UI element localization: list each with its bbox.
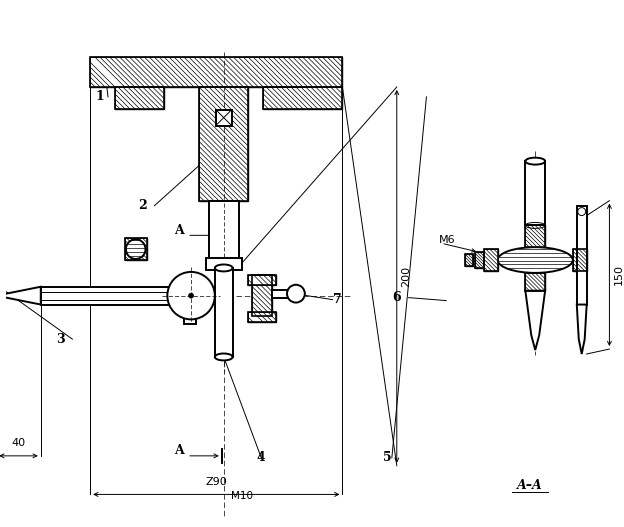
- Text: 5: 5: [383, 451, 391, 464]
- Polygon shape: [573, 249, 587, 271]
- PathPatch shape: [475, 252, 484, 268]
- Bar: [209, 201, 238, 260]
- Bar: [41, 287, 204, 305]
- Bar: [115, 87, 164, 109]
- PathPatch shape: [525, 273, 545, 291]
- PathPatch shape: [248, 313, 276, 323]
- Polygon shape: [484, 249, 498, 271]
- Bar: [577, 206, 587, 305]
- Circle shape: [287, 285, 305, 302]
- Bar: [525, 226, 545, 247]
- Ellipse shape: [525, 158, 545, 164]
- Text: 200: 200: [401, 266, 411, 287]
- Polygon shape: [525, 291, 545, 350]
- Bar: [475, 252, 484, 268]
- Text: 40: 40: [11, 438, 26, 448]
- PathPatch shape: [525, 226, 545, 247]
- Bar: [263, 87, 343, 109]
- Ellipse shape: [498, 247, 573, 273]
- Polygon shape: [0, 287, 41, 305]
- Bar: [525, 273, 545, 291]
- Bar: [525, 161, 545, 226]
- Text: 150: 150: [613, 265, 623, 286]
- Bar: [199, 87, 248, 201]
- Polygon shape: [248, 313, 276, 323]
- Polygon shape: [475, 252, 484, 268]
- Polygon shape: [125, 238, 147, 260]
- Bar: [484, 249, 498, 271]
- Bar: [216, 110, 232, 125]
- PathPatch shape: [484, 249, 498, 271]
- PathPatch shape: [125, 238, 147, 260]
- Text: Ζ90: Ζ90: [205, 476, 227, 486]
- Polygon shape: [525, 273, 545, 291]
- PathPatch shape: [90, 57, 343, 87]
- Circle shape: [578, 208, 586, 216]
- Ellipse shape: [215, 354, 233, 360]
- Polygon shape: [263, 87, 343, 109]
- Text: 4: 4: [257, 451, 266, 464]
- Text: 6: 6: [392, 291, 401, 304]
- Text: A–A: A–A: [517, 479, 543, 492]
- Bar: [90, 57, 343, 87]
- PathPatch shape: [573, 249, 587, 271]
- Text: M10: M10: [230, 491, 253, 501]
- Polygon shape: [248, 275, 276, 285]
- Bar: [125, 238, 147, 260]
- PathPatch shape: [465, 254, 473, 266]
- Circle shape: [167, 272, 215, 319]
- Bar: [215, 268, 233, 357]
- Polygon shape: [252, 275, 272, 316]
- Bar: [248, 275, 276, 285]
- Bar: [252, 275, 272, 316]
- Polygon shape: [115, 87, 164, 109]
- Bar: [248, 313, 276, 323]
- PathPatch shape: [115, 87, 164, 109]
- Ellipse shape: [215, 265, 233, 271]
- PathPatch shape: [248, 275, 276, 285]
- Text: 2: 2: [139, 199, 147, 212]
- Polygon shape: [465, 254, 473, 266]
- Text: A: A: [174, 444, 184, 457]
- Text: A: A: [174, 224, 184, 237]
- Text: 7: 7: [333, 293, 342, 306]
- Bar: [465, 254, 473, 266]
- Text: 3: 3: [56, 333, 65, 346]
- Polygon shape: [577, 305, 587, 354]
- Ellipse shape: [126, 239, 145, 259]
- Bar: [206, 258, 241, 270]
- PathPatch shape: [263, 87, 343, 109]
- PathPatch shape: [199, 87, 248, 201]
- Polygon shape: [199, 87, 248, 201]
- Bar: [573, 249, 587, 271]
- Text: 1: 1: [95, 90, 104, 103]
- Text: M6: M6: [439, 235, 456, 245]
- PathPatch shape: [252, 275, 272, 316]
- Circle shape: [188, 293, 193, 298]
- Polygon shape: [525, 226, 545, 247]
- Bar: [272, 290, 290, 298]
- Bar: [184, 305, 196, 324]
- Polygon shape: [90, 57, 343, 87]
